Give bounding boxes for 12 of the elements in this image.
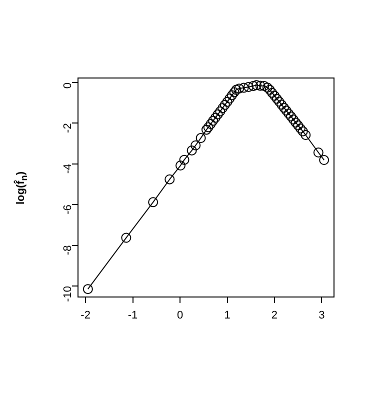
- y-tick-label: -4: [62, 164, 74, 174]
- x-tick-label: -2: [80, 310, 90, 322]
- x-tick-label: -1: [128, 310, 138, 322]
- y-tick-label: -8: [62, 245, 74, 256]
- y-tick-label: 0: [62, 82, 74, 89]
- y-tick-label: -10: [62, 286, 74, 302]
- y-tick-label: -6: [62, 204, 74, 214]
- x-tick-label: 3: [318, 310, 325, 322]
- y-tick-label: -2: [62, 123, 74, 133]
- x-tick-label: 1: [224, 310, 230, 322]
- x-tick-label: 2: [271, 310, 278, 322]
- x-tick-label: 0: [176, 310, 184, 322]
